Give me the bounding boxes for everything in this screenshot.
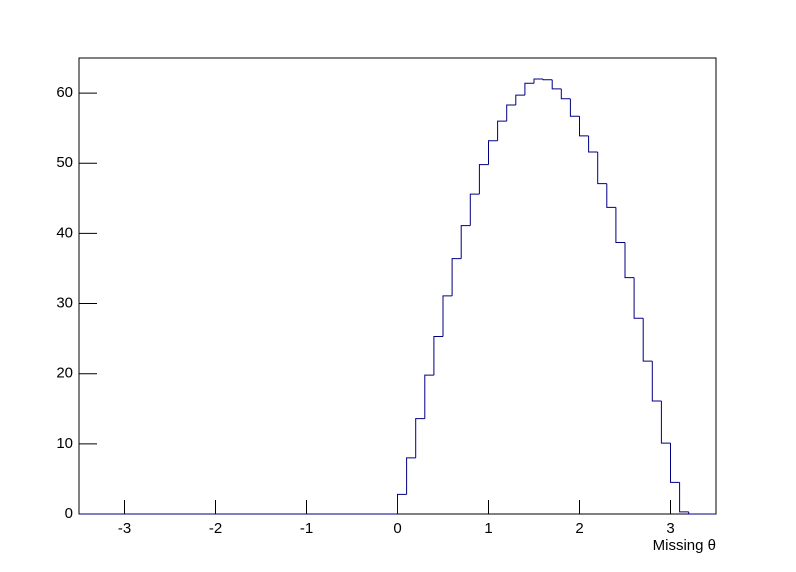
histogram-bin	[478, 164, 489, 195]
y-tick-label: 20	[56, 365, 73, 382]
histogram-bin	[397, 493, 407, 514]
x-tick-label: 1	[484, 520, 492, 537]
x-tick-label: 0	[393, 520, 401, 537]
x-tick-label: 3	[666, 520, 674, 537]
x-tick-label: -3	[118, 520, 131, 537]
histogram-bin	[515, 94, 525, 106]
histogram-bin	[569, 98, 580, 117]
histogram-bin	[560, 88, 571, 100]
histogram-bin	[624, 242, 635, 279]
histogram-bin	[506, 104, 516, 122]
histogram-bin	[642, 318, 653, 362]
y-tick-label: 60	[56, 84, 73, 101]
histogram-bin	[460, 225, 471, 259]
histogram-bin	[442, 295, 453, 337]
histogram-bin	[660, 401, 671, 444]
histogram-bin	[588, 135, 598, 153]
histogram-bin	[433, 336, 443, 376]
histogram-bin	[551, 79, 562, 90]
histogram-bin	[533, 78, 544, 84]
y-tick-label: 30	[56, 295, 73, 312]
histogram-bin	[488, 140, 498, 165]
histogram-bin	[651, 361, 662, 402]
histogram-bin	[597, 152, 607, 185]
y-tick-label: 10	[56, 435, 73, 452]
x-tick-label: -2	[209, 520, 222, 537]
plot-frame	[78, 57, 717, 515]
y-tick-label: 40	[56, 224, 73, 241]
histogram-bin	[579, 116, 589, 137]
histogram-bin	[615, 207, 625, 244]
histogram-bin	[524, 82, 534, 96]
histogram-bin	[606, 183, 616, 208]
x-tick-label: 2	[575, 520, 583, 537]
histogram-bin	[679, 482, 689, 513]
x-tick-label: -1	[300, 520, 313, 537]
histogram-bin	[497, 120, 507, 141]
histogram-bin	[406, 457, 416, 495]
y-tick-label: 50	[56, 154, 73, 171]
histogram-bin	[451, 258, 462, 296]
y-tick-label: 0	[65, 505, 73, 522]
histogram-bin	[469, 193, 480, 226]
histogram-bin	[670, 443, 680, 483]
histogram-bin	[415, 418, 425, 458]
x-axis-label: Missing θ	[653, 537, 716, 554]
histogram-bin	[633, 277, 644, 319]
histogram-bin	[542, 79, 553, 81]
histogram-bin	[424, 374, 434, 419]
histogram-bin	[688, 511, 698, 515]
